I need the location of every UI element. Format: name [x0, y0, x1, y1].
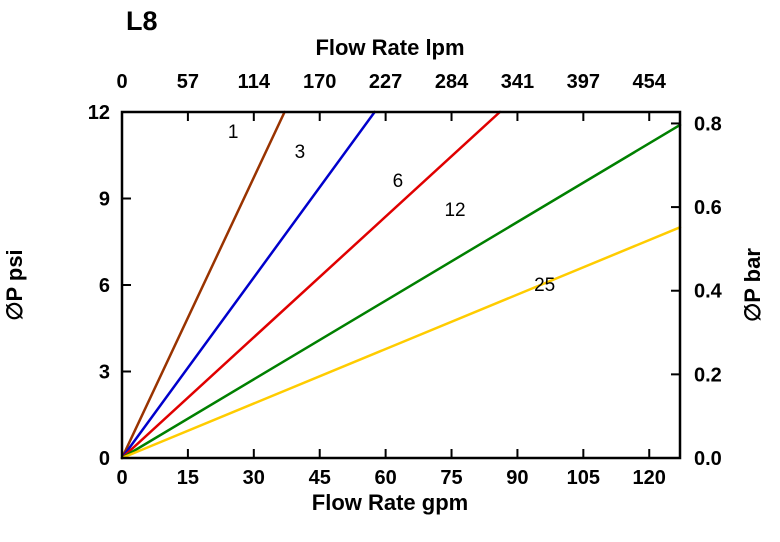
series-line-25 — [120, 226, 682, 460]
series-label-3: 3 — [295, 142, 306, 163]
plot-frame — [120, 110, 682, 460]
tick-label-bottom-15: 15 — [177, 467, 199, 489]
left-axis-title: ∅P psi — [2, 249, 27, 320]
tick-label-top-227: 227 — [369, 71, 402, 93]
tick-label-bottom-75: 75 — [440, 467, 462, 489]
tick-label-bottom-60: 60 — [374, 467, 396, 489]
series-label-6: 6 — [393, 171, 404, 192]
tick-label-top-170: 170 — [303, 71, 336, 93]
tick-label-bottom-30: 30 — [243, 467, 265, 489]
tick-label-right-0.8: 0.8 — [694, 113, 722, 135]
tick-label-bottom-90: 90 — [506, 467, 528, 489]
tick-label-left-3: 3 — [99, 362, 110, 384]
tick-label-top-0: 0 — [116, 71, 127, 93]
series-line-6 — [120, 110, 502, 460]
tick-label-top-454: 454 — [633, 71, 667, 93]
tick-label-bottom-45: 45 — [309, 467, 331, 489]
tick-label-right-0.6: 0.6 — [694, 197, 722, 219]
tick-label-bottom-105: 105 — [567, 467, 600, 489]
tick-label-top-114: 114 — [238, 71, 271, 93]
tick-label-right-0.0: 0.0 — [694, 448, 722, 470]
series-label-12: 12 — [444, 200, 465, 221]
tick-label-right-0.2: 0.2 — [694, 364, 722, 386]
tick-label-bottom-0: 0 — [116, 467, 127, 489]
tick-label-left-0: 0 — [99, 448, 110, 470]
series-line-12 — [120, 123, 682, 460]
tick-label-top-57: 57 — [177, 71, 199, 93]
tick-label-left-12: 12 — [88, 102, 110, 124]
chart-title: L8 — [126, 6, 158, 36]
series-line-1 — [120, 110, 286, 460]
right-axis-title: ∅P bar — [740, 248, 765, 322]
tick-label-top-397: 397 — [567, 71, 600, 93]
tick-label-top-341: 341 — [501, 71, 534, 93]
series-line-3 — [120, 110, 376, 460]
bottom-axis-title: Flow Rate gpm — [312, 490, 468, 515]
series-label-25: 25 — [534, 275, 555, 296]
tick-label-top-284: 284 — [435, 71, 469, 93]
tick-label-bottom-120: 120 — [633, 467, 666, 489]
tick-label-right-0.4: 0.4 — [694, 281, 723, 303]
tick-label-left-6: 6 — [99, 275, 110, 297]
series-label-1: 1 — [228, 122, 239, 143]
top-axis-title: Flow Rate lpm — [315, 35, 464, 60]
tick-label-left-9: 9 — [99, 189, 110, 211]
